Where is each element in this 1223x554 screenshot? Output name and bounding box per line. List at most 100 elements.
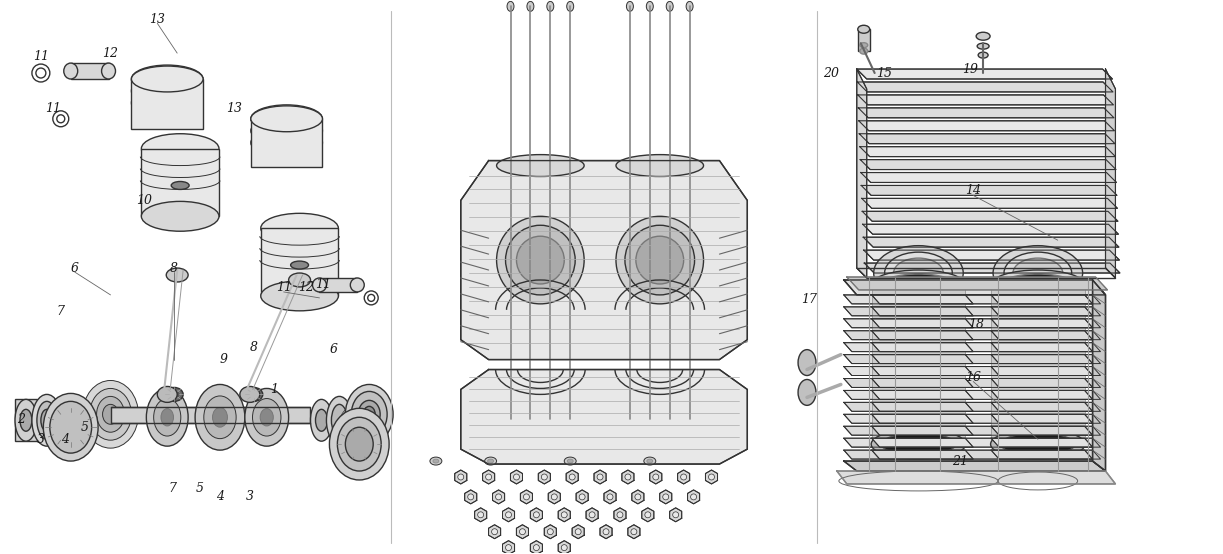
Ellipse shape [653,474,659,480]
Ellipse shape [350,278,364,292]
Ellipse shape [646,2,653,11]
Ellipse shape [625,225,695,295]
Polygon shape [844,307,1101,316]
Polygon shape [857,69,867,278]
Ellipse shape [83,381,138,448]
Ellipse shape [345,427,373,461]
Ellipse shape [514,474,520,480]
Polygon shape [844,426,1101,435]
Bar [872,285,965,444]
Ellipse shape [363,406,375,422]
Ellipse shape [857,25,870,33]
Ellipse shape [547,414,554,424]
Polygon shape [510,470,522,484]
Polygon shape [632,490,643,504]
Polygon shape [991,319,1092,328]
Polygon shape [844,343,1101,352]
Polygon shape [576,490,588,504]
Text: 3: 3 [246,490,254,504]
Ellipse shape [492,529,498,535]
Bar [110,407,309,423]
Polygon shape [872,367,974,376]
Ellipse shape [478,512,483,518]
Ellipse shape [316,409,328,431]
Ellipse shape [1004,252,1071,294]
Bar [15,399,37,441]
Polygon shape [991,331,1092,340]
Ellipse shape [645,512,651,518]
Ellipse shape [251,106,323,132]
Polygon shape [837,471,1115,484]
Ellipse shape [97,397,125,432]
Polygon shape [872,391,974,399]
Ellipse shape [520,529,526,535]
Polygon shape [1106,69,1115,278]
Ellipse shape [663,494,669,500]
Ellipse shape [154,398,181,436]
Polygon shape [600,525,612,538]
Polygon shape [846,277,1108,290]
Ellipse shape [142,134,219,163]
Polygon shape [844,461,1106,471]
Polygon shape [844,450,1101,459]
Polygon shape [461,370,747,464]
Polygon shape [872,331,974,340]
Ellipse shape [351,392,388,437]
Ellipse shape [667,414,673,424]
Ellipse shape [516,236,564,284]
Ellipse shape [131,65,203,93]
Ellipse shape [345,399,367,441]
Ellipse shape [364,291,378,305]
Ellipse shape [603,529,609,535]
Ellipse shape [799,379,816,406]
Ellipse shape [132,98,202,124]
Polygon shape [861,172,1117,182]
Polygon shape [687,490,700,504]
Polygon shape [531,508,543,522]
Text: 11: 11 [45,102,61,115]
Ellipse shape [313,278,327,292]
Ellipse shape [991,429,1085,459]
Polygon shape [872,450,974,459]
Ellipse shape [799,350,816,376]
Polygon shape [844,391,1101,399]
Polygon shape [865,263,1120,273]
Polygon shape [872,355,974,363]
Polygon shape [566,470,578,484]
Ellipse shape [643,457,656,465]
Ellipse shape [527,414,534,424]
Ellipse shape [169,390,180,399]
Ellipse shape [871,429,966,459]
Ellipse shape [53,111,68,127]
Polygon shape [991,307,1092,316]
Polygon shape [844,438,1101,447]
Polygon shape [558,541,570,554]
Polygon shape [844,295,1101,304]
Ellipse shape [497,155,585,177]
Ellipse shape [32,64,50,82]
Polygon shape [614,508,626,522]
Ellipse shape [894,258,943,288]
Ellipse shape [457,474,464,480]
Text: 17: 17 [801,294,817,306]
Polygon shape [991,378,1092,387]
Ellipse shape [542,474,548,480]
Ellipse shape [636,236,684,284]
Polygon shape [859,108,1114,118]
Polygon shape [659,490,671,504]
Ellipse shape [495,494,501,500]
Polygon shape [857,69,1113,79]
Ellipse shape [484,457,497,465]
Ellipse shape [871,270,966,300]
Bar [131,79,203,129]
Ellipse shape [993,245,1082,300]
Polygon shape [844,319,1101,328]
Ellipse shape [977,43,989,49]
Polygon shape [872,426,974,435]
Ellipse shape [142,202,219,231]
Ellipse shape [625,474,631,480]
Polygon shape [1092,280,1106,471]
Ellipse shape [508,414,514,424]
Polygon shape [991,438,1092,447]
Polygon shape [991,391,1092,399]
